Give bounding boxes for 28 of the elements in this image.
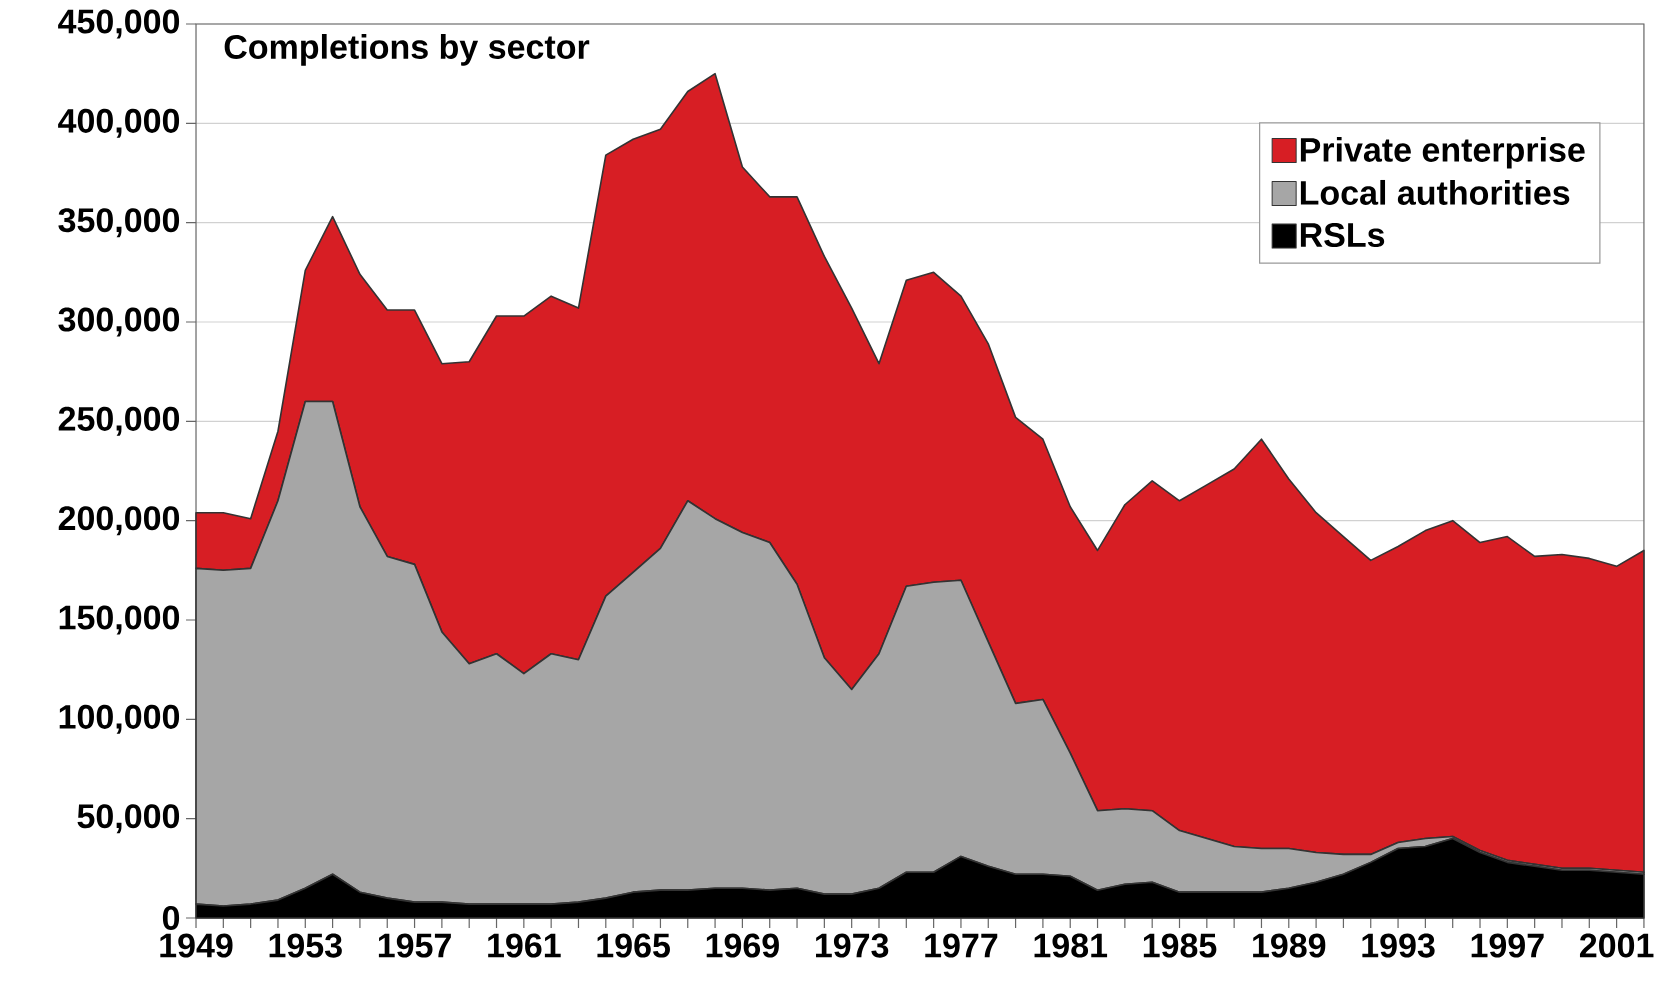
x-tick-label: 1957 xyxy=(378,933,451,958)
y-tick-label: 450,000 xyxy=(58,9,180,39)
x-tick-label: 1981 xyxy=(1034,933,1108,958)
x-tick-label: 1953 xyxy=(269,933,342,958)
legend-label: RSLs xyxy=(1300,223,1385,248)
y-tick-label: 400,000 xyxy=(58,108,180,138)
x-tick-label: 1969 xyxy=(706,933,779,958)
x-tick-label: 1977 xyxy=(925,933,998,958)
x-tick-label: 1961 xyxy=(488,933,561,958)
x-tick-label: 1989 xyxy=(1253,933,1326,958)
x-tick-label: 1993 xyxy=(1362,933,1435,958)
legend-label: Private enterprise xyxy=(1300,136,1585,169)
x-tick-label: 1985 xyxy=(1143,933,1217,958)
y-tick-label: 0 xyxy=(162,905,180,931)
y-tick-label: 300,000 xyxy=(58,307,180,337)
y-tick-label: 250,000 xyxy=(58,406,180,436)
y-tick-label: 200,000 xyxy=(58,506,180,536)
y-tick-label: 150,000 xyxy=(59,605,180,635)
x-tick-label: 1997 xyxy=(1471,933,1544,958)
y-tick-label: 350,000 xyxy=(58,208,180,238)
x-tick-label: 1973 xyxy=(816,933,889,958)
y-tick-label: 50,000 xyxy=(77,804,180,834)
x-tick-label: 1949 xyxy=(160,933,233,958)
x-tick-label: 1965 xyxy=(597,933,670,958)
legend-label: Local authorities xyxy=(1300,179,1570,205)
chart-title: Completions by sector xyxy=(224,33,590,66)
y-tick-label: 100,000 xyxy=(59,704,180,734)
x-tick-label: 2001 xyxy=(1579,933,1654,958)
